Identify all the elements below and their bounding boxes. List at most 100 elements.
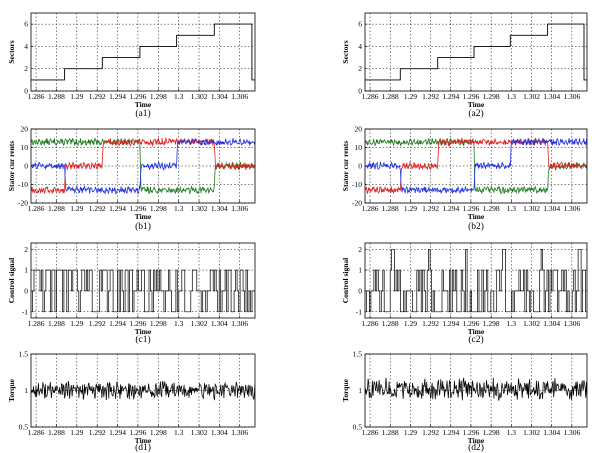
sector-line [31, 23, 255, 81]
plot-area [365, 137, 587, 196]
sector-line [365, 23, 587, 81]
x-tick-label: 1.288 [48, 319, 65, 328]
y-tick-label: 0.5 [19, 423, 29, 432]
x-tick-label: 1.29 [404, 204, 417, 213]
current-series [365, 137, 587, 195]
control-signal [31, 269, 255, 313]
y-tick-label: 10 [21, 143, 29, 152]
x-tick-label: 1.302 [191, 204, 208, 213]
y-axis-label: Torque [341, 378, 350, 402]
panel-caption: (b2) [468, 221, 484, 232]
x-tick-label: 1.298 [150, 319, 167, 328]
y-tick-label: 2 [24, 64, 28, 73]
x-tick-label: 1.288 [382, 92, 399, 101]
x-tick-label: 1.296 [463, 92, 480, 101]
y-tick-label: 0 [358, 286, 362, 295]
x-tick-label: 1.29 [404, 92, 417, 101]
x-tick-label: 1.292 [422, 428, 439, 437]
x-tick-label: 1.302 [523, 428, 540, 437]
x-tick-label: 1.292 [422, 204, 439, 213]
axes-frame [30, 12, 256, 92]
x-tick-label: 1.294 [109, 319, 126, 328]
x-tick-label: 1.286 [362, 428, 379, 437]
x-tick-label: 1.306 [231, 428, 248, 437]
panel-caption: (d1) [135, 442, 151, 453]
x-tick-label: 1.298 [483, 204, 500, 213]
y-tick-label: 0 [24, 162, 28, 171]
x-tick-label: 1.29 [70, 92, 83, 101]
y-tick-label: 4 [358, 42, 362, 51]
x-tick-label: 1.298 [150, 92, 167, 101]
y-tick-label: -10 [352, 180, 362, 189]
x-tick-label: 1.3 [507, 319, 517, 328]
y-tick-label: 1 [24, 266, 28, 275]
panel-d2: 1.286 1.288 1.29 1.292 1.294 1.296 1.298 1.3 1.3… [341, 350, 588, 453]
x-tick-label: 1.304 [211, 92, 228, 101]
x-tick-label: 1.302 [523, 319, 540, 328]
x-tick-label: 1.306 [563, 428, 580, 437]
y-axis-label: Sectors [7, 40, 16, 63]
panel-c2: 1.286 1.288 1.29 1.292 1.294 1.296 1.298 1.3 1.3… [341, 242, 588, 345]
y-tick-label: 1 [24, 386, 28, 395]
panel-caption: (a2) [468, 108, 483, 119]
x-tick-label: 1.294 [109, 428, 126, 437]
x-axis-label: Time [135, 100, 152, 109]
x-tick-label: 1.292 [89, 428, 106, 437]
panel-a1: 1.286 1.288 1.29 1.292 1.294 1.296 1.298 1.3 1.3… [7, 12, 256, 119]
current-series [365, 137, 587, 195]
x-tick-label: 1.296 [463, 204, 480, 213]
x-axis-label: Time [468, 436, 485, 445]
y-tick-label: -20 [352, 199, 362, 208]
x-tick-label: 1.294 [442, 204, 459, 213]
x-tick-label: 1.286 [28, 92, 45, 101]
y-axis-label: Stator cur rents [341, 141, 350, 191]
x-tick-label: 1.298 [483, 428, 500, 437]
x-tick-label: 1.29 [404, 428, 417, 437]
x-tick-label: 1.288 [382, 204, 399, 213]
y-tick-label: -1 [22, 307, 28, 316]
axes-frame [364, 242, 588, 319]
x-axis-label: Time [135, 327, 152, 336]
x-tick-label: 1.288 [48, 92, 65, 101]
x-tick-label: 1.302 [523, 92, 540, 101]
x-tick-label: 1.296 [129, 319, 146, 328]
panel-b1: 1.286 1.288 1.29 1.292 1.294 1.296 1.298 1.3 1.3… [7, 125, 256, 232]
y-tick-label: 6 [358, 20, 362, 29]
current-series [31, 137, 255, 196]
panel-caption: (b1) [135, 221, 151, 232]
x-tick-label: 1.306 [231, 92, 248, 101]
axes-frame [364, 353, 588, 428]
y-tick-label: 2 [358, 245, 362, 254]
y-axis-label: Torque [7, 378, 16, 402]
control-signal [365, 248, 587, 313]
axes-frame [364, 128, 588, 204]
plot-area [31, 269, 255, 313]
x-tick-label: 1.298 [483, 319, 500, 328]
panel-caption: (c2) [468, 334, 483, 345]
current-series [31, 136, 255, 194]
x-tick-label: 1.286 [28, 428, 45, 437]
y-tick-label: 4 [24, 42, 28, 51]
x-tick-label: 1.286 [362, 319, 379, 328]
x-tick-label: 1.294 [109, 204, 126, 213]
x-tick-label: 1.294 [442, 319, 459, 328]
x-axis-label: Time [468, 100, 485, 109]
x-tick-label: 1.286 [28, 204, 45, 213]
x-tick-label: 1.292 [89, 204, 106, 213]
y-axis-label: Control signal [341, 258, 350, 304]
x-tick-label: 1.288 [48, 204, 65, 213]
x-tick-label: 1.3 [507, 204, 517, 213]
y-tick-label: 0 [358, 162, 362, 171]
y-tick-label: 6 [24, 20, 28, 29]
y-axis-label: Stator cur rents [7, 141, 16, 191]
x-tick-label: 1.3 [507, 92, 517, 101]
y-tick-label: -10 [18, 180, 28, 189]
y-tick-label: -20 [18, 199, 28, 208]
x-tick-label: 1.292 [422, 319, 439, 328]
x-axis-label: Time [468, 212, 485, 221]
x-tick-label: 1.302 [191, 92, 208, 101]
x-tick-label: 1.298 [483, 92, 500, 101]
x-tick-label: 1.294 [109, 92, 126, 101]
x-tick-label: 1.304 [211, 204, 228, 213]
x-tick-label: 1.288 [382, 428, 399, 437]
